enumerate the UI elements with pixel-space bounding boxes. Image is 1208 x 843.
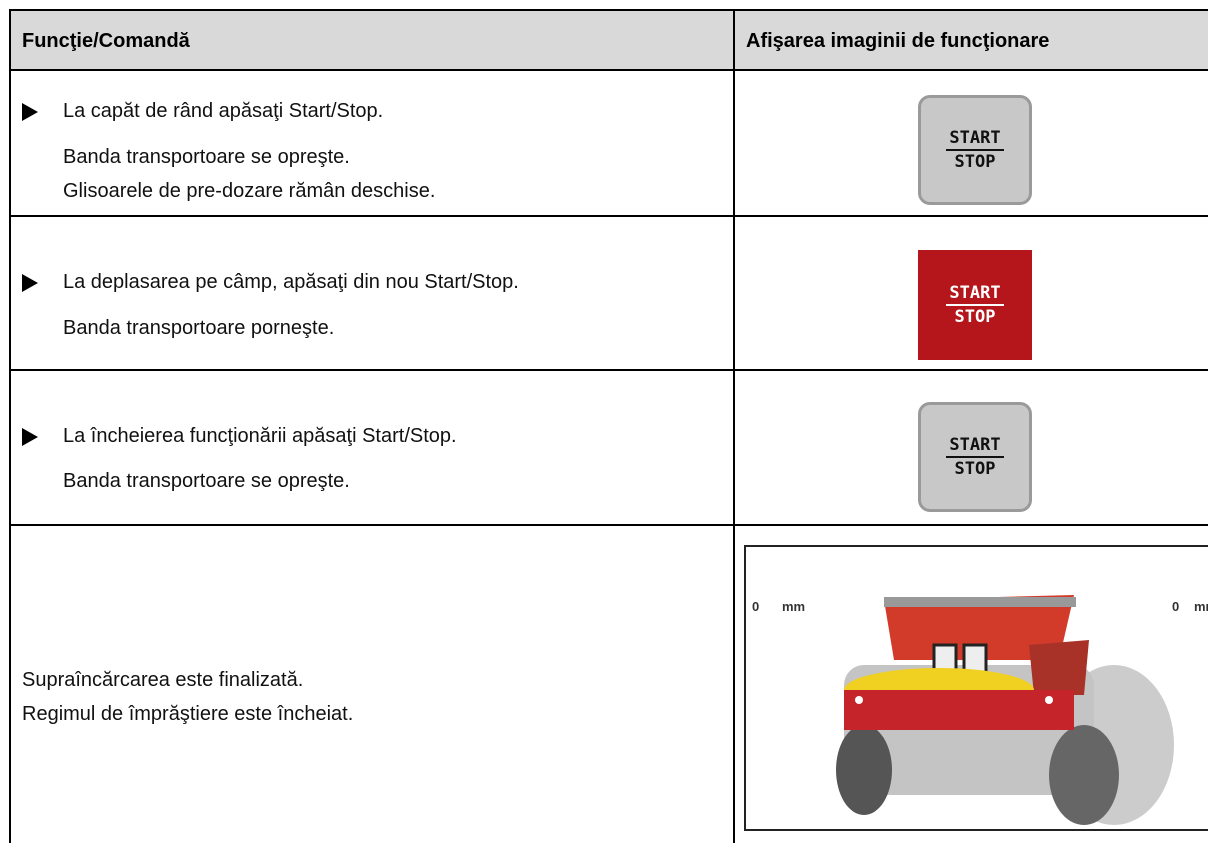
border (10, 215, 1208, 217)
result: Banda transportoare se opreşte. (63, 146, 350, 168)
button-label: START (949, 283, 1001, 303)
arrow (22, 103, 38, 121)
border (10, 369, 1208, 371)
border (10, 69, 1208, 71)
display-value: 0 (752, 599, 759, 614)
step: La capăt de rând apăsaţi Start/Stop. (63, 100, 384, 122)
display-unit: mm (782, 599, 805, 614)
button-label: START (949, 128, 1001, 148)
header-bg (10, 10, 1208, 70)
button-label: STOP (954, 152, 996, 172)
step: La deplasarea pe câmp, apăsaţi din nou S… (63, 271, 519, 293)
header: Afişarea imaginii de funcţionare (746, 30, 1050, 52)
final-text: Regimul de împrăştiere este încheiat. (22, 703, 354, 725)
result: Banda transportoare porneşte. (63, 317, 335, 339)
button-label: STOP (954, 459, 996, 479)
header: Funcţie/Comandă (22, 30, 190, 52)
step: La încheierea funcţionării apăsaţi Start… (63, 425, 457, 447)
start-stop-button: START STOP (918, 250, 1032, 360)
border (10, 9, 1208, 11)
final-text: Supraîncărcarea este finalizată. (22, 669, 304, 691)
start-stop-button: START STOP (918, 95, 1032, 205)
arrow (22, 274, 38, 292)
spreader-display: 0 mm 0 mm (744, 545, 1208, 831)
button-label: STOP (954, 307, 996, 327)
border (9, 9, 11, 843)
start-stop-button: START STOP (918, 402, 1032, 512)
result: Banda transportoare se opreşte. (63, 470, 350, 492)
display-value: 0 (1172, 599, 1179, 614)
arrow (22, 428, 38, 446)
button-label: START (949, 435, 1001, 455)
border (733, 9, 735, 843)
display-unit: mm (1194, 599, 1208, 614)
border (10, 524, 1208, 526)
result: Glisoarele de pre-dozare rămân deschise. (63, 180, 436, 202)
